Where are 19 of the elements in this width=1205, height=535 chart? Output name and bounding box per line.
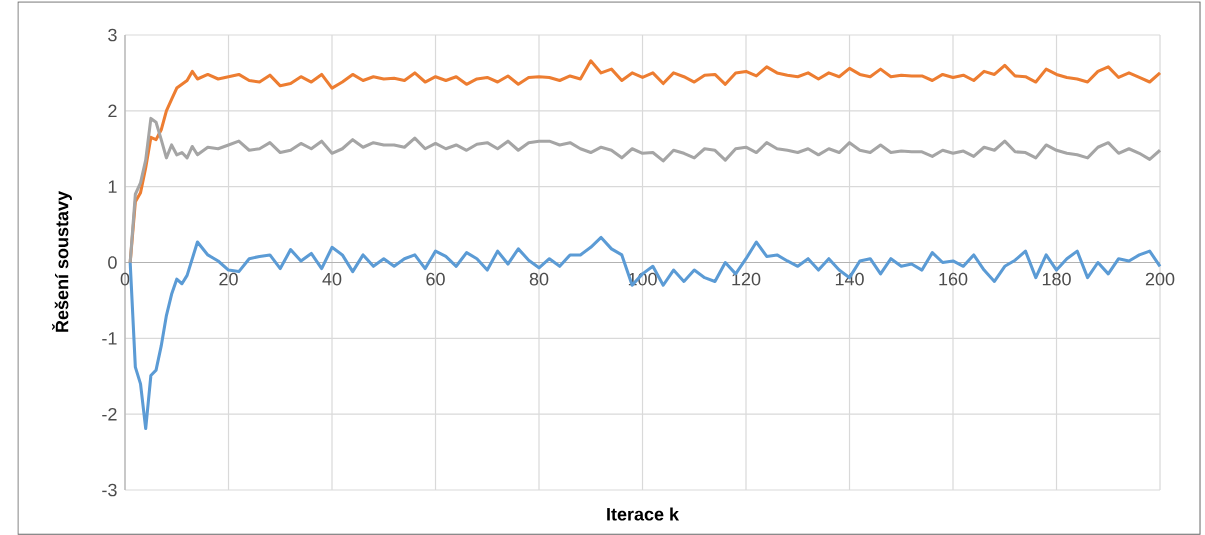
y-tick-label: 2 xyxy=(108,104,117,118)
y-axis-title: Řešení soustavy xyxy=(52,191,72,332)
x-tick-label: 160 xyxy=(939,272,968,286)
x-tick-label: 40 xyxy=(322,272,342,286)
x-tick-label: 200 xyxy=(1145,272,1175,286)
y-tick-label: 1 xyxy=(108,180,117,193)
y-tick-label: 3 xyxy=(108,28,117,42)
x-axis-title: Iterace k xyxy=(607,507,680,521)
x-tick-label: 0 xyxy=(120,272,130,286)
x-tick-label: 80 xyxy=(529,272,549,286)
y-tick-label: 0 xyxy=(108,256,117,269)
x-tick-label: 20 xyxy=(219,272,238,286)
line-series xyxy=(128,116,1162,265)
x-tick-label: 60 xyxy=(426,272,445,286)
y-tick-label: -3 xyxy=(102,483,117,497)
x-tick-label: 180 xyxy=(1042,272,1071,286)
x-tick-label: 120 xyxy=(732,272,761,286)
y-tick-label: -2 xyxy=(102,407,117,421)
y-tick-label: -1 xyxy=(102,332,117,345)
